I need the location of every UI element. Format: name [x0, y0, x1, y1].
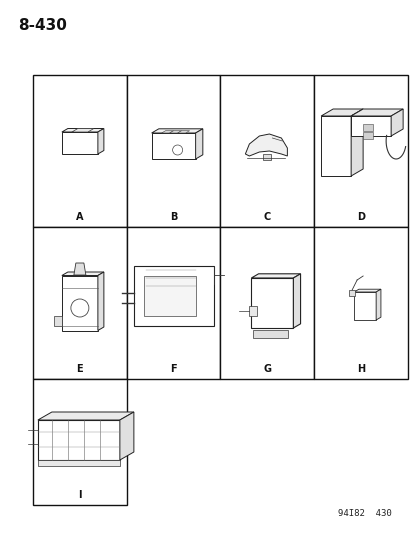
Text: F: F	[170, 364, 176, 374]
Text: I: I	[78, 490, 81, 500]
Bar	[220, 227, 313, 379]
Bar	[62, 132, 97, 154]
Polygon shape	[74, 263, 85, 275]
Bar	[38, 420, 120, 460]
Bar	[353, 292, 375, 320]
Polygon shape	[120, 412, 133, 460]
Polygon shape	[72, 128, 94, 132]
Polygon shape	[348, 290, 354, 296]
Polygon shape	[151, 129, 202, 133]
Text: B: B	[169, 212, 177, 222]
Polygon shape	[245, 134, 287, 156]
Polygon shape	[97, 128, 104, 154]
Polygon shape	[251, 274, 300, 278]
Polygon shape	[293, 274, 300, 328]
Bar	[133, 266, 213, 326]
Bar	[362, 124, 372, 131]
Bar	[143, 276, 195, 316]
Polygon shape	[390, 109, 402, 136]
Text: E: E	[76, 364, 83, 374]
Text: D: D	[356, 212, 364, 222]
Polygon shape	[320, 109, 362, 116]
Bar	[249, 306, 257, 316]
Polygon shape	[161, 131, 173, 133]
Polygon shape	[350, 116, 390, 136]
Bar	[151, 133, 195, 159]
Bar	[33, 75, 126, 227]
Bar	[263, 154, 271, 160]
Text: A: A	[76, 212, 83, 222]
Polygon shape	[195, 129, 202, 159]
Polygon shape	[320, 116, 350, 176]
Polygon shape	[62, 128, 104, 132]
Polygon shape	[177, 131, 189, 133]
Text: C: C	[263, 212, 271, 222]
Bar	[33, 379, 126, 505]
Bar	[38, 460, 120, 466]
Polygon shape	[97, 272, 104, 330]
Bar	[313, 227, 407, 379]
Bar	[126, 227, 220, 379]
Bar	[253, 330, 288, 338]
Bar	[62, 276, 97, 330]
Bar	[251, 278, 293, 328]
Polygon shape	[62, 272, 104, 276]
Bar	[33, 227, 126, 379]
Bar	[313, 75, 407, 227]
Polygon shape	[375, 289, 380, 320]
Polygon shape	[169, 131, 181, 133]
Polygon shape	[353, 289, 380, 292]
Text: 94I82  430: 94I82 430	[337, 509, 391, 518]
Bar	[220, 75, 313, 227]
Polygon shape	[350, 109, 402, 116]
Bar	[126, 75, 220, 227]
Text: H: H	[356, 364, 364, 374]
Bar	[362, 132, 372, 139]
Polygon shape	[350, 109, 362, 176]
Text: 8-430: 8-430	[18, 18, 67, 33]
Bar	[54, 316, 62, 326]
Text: G: G	[263, 364, 271, 374]
Polygon shape	[38, 412, 133, 420]
